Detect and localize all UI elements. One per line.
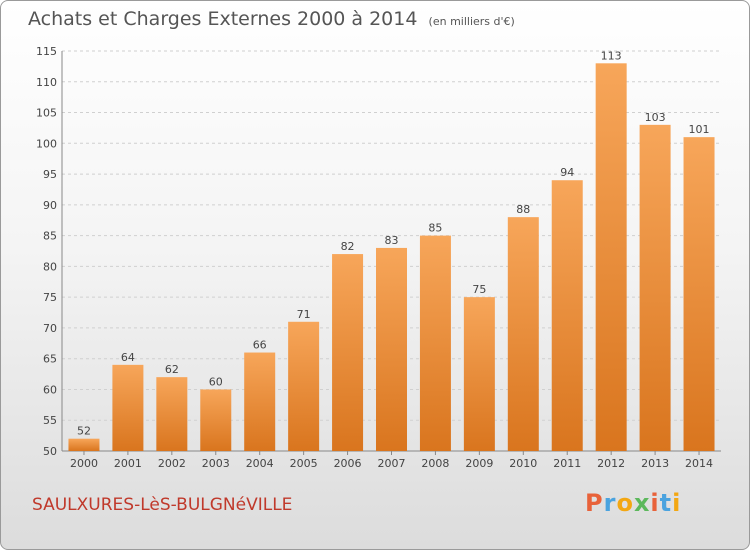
data-label: 62 <box>165 363 179 376</box>
y-tick-label: 105 <box>36 107 57 120</box>
data-label: 71 <box>297 308 311 321</box>
x-tick-label: 2007 <box>378 457 406 470</box>
y-tick-label: 55 <box>43 414 57 427</box>
y-tick-label: 115 <box>36 45 57 58</box>
bar <box>112 364 144 451</box>
bar <box>639 124 671 451</box>
bar <box>507 217 539 451</box>
y-tick-label: 90 <box>43 199 57 212</box>
y-tick-label: 65 <box>43 353 57 366</box>
data-label: 113 <box>601 49 622 62</box>
logo-letter: r <box>603 489 617 517</box>
x-tick-label: 2004 <box>246 457 274 470</box>
bar <box>683 137 715 451</box>
data-label: 88 <box>516 203 530 216</box>
x-tick-label: 2003 <box>202 457 230 470</box>
data-label: 94 <box>560 166 574 179</box>
x-tick-label: 2002 <box>158 457 186 470</box>
bar <box>68 438 100 451</box>
data-label: 82 <box>341 240 355 253</box>
data-label: 64 <box>121 351 135 364</box>
y-tick-label: 80 <box>43 260 57 273</box>
x-tick-label: 2009 <box>465 457 493 470</box>
x-tick-label: 2010 <box>509 457 537 470</box>
place-name: SAULXURES-LèS-BULGNéVILLE <box>32 495 293 515</box>
proxiti-logo: Proxiti <box>585 489 681 517</box>
data-label: 85 <box>428 222 442 235</box>
data-label: 83 <box>385 234 399 247</box>
y-tick-label: 95 <box>43 168 57 181</box>
bar <box>332 254 364 451</box>
bar <box>419 235 451 451</box>
y-tick-label: 85 <box>43 230 57 243</box>
y-tick-label: 50 <box>43 445 57 458</box>
bar <box>595 63 627 452</box>
x-tick-label: 2000 <box>70 457 98 470</box>
logo-letter: x <box>633 489 651 517</box>
logo-letter: P <box>585 489 604 517</box>
x-tick-label: 2001 <box>114 457 142 470</box>
chart-header: Achats et Charges Externes 2000 à 2014 (… <box>28 8 515 30</box>
x-tick-label: 2014 <box>685 457 713 470</box>
data-label: 66 <box>253 339 267 352</box>
logo-letter: i <box>650 489 660 517</box>
data-label: 101 <box>689 123 710 136</box>
data-label: 103 <box>645 111 666 124</box>
bar <box>463 297 495 451</box>
bar <box>551 180 583 451</box>
y-tick-label: 110 <box>36 76 57 89</box>
x-tick-label: 2013 <box>641 457 669 470</box>
x-tick-label: 2005 <box>290 457 318 470</box>
data-label: 52 <box>77 425 91 438</box>
logo-letter: o <box>616 489 634 517</box>
data-label: 75 <box>472 283 486 296</box>
y-tick-label: 75 <box>43 291 57 304</box>
logo-letter: i <box>672 489 682 517</box>
logo-letter: t <box>659 489 673 517</box>
x-tick-label: 2011 <box>553 457 581 470</box>
chart-title: Achats et Charges Externes 2000 à 2014 <box>28 8 418 30</box>
chart-unit: (en milliers d'€) <box>428 15 515 28</box>
y-tick-label: 70 <box>43 322 57 335</box>
x-tick-label: 2006 <box>334 457 362 470</box>
data-label: 60 <box>209 375 223 388</box>
bar <box>376 247 407 451</box>
bar <box>244 352 276 451</box>
y-tick-label: 60 <box>43 383 57 396</box>
bar <box>156 377 188 451</box>
bar <box>200 389 232 451</box>
x-tick-label: 2012 <box>597 457 625 470</box>
y-tick-label: 100 <box>36 137 57 150</box>
x-tick-label: 2008 <box>421 457 449 470</box>
bar <box>288 321 320 451</box>
